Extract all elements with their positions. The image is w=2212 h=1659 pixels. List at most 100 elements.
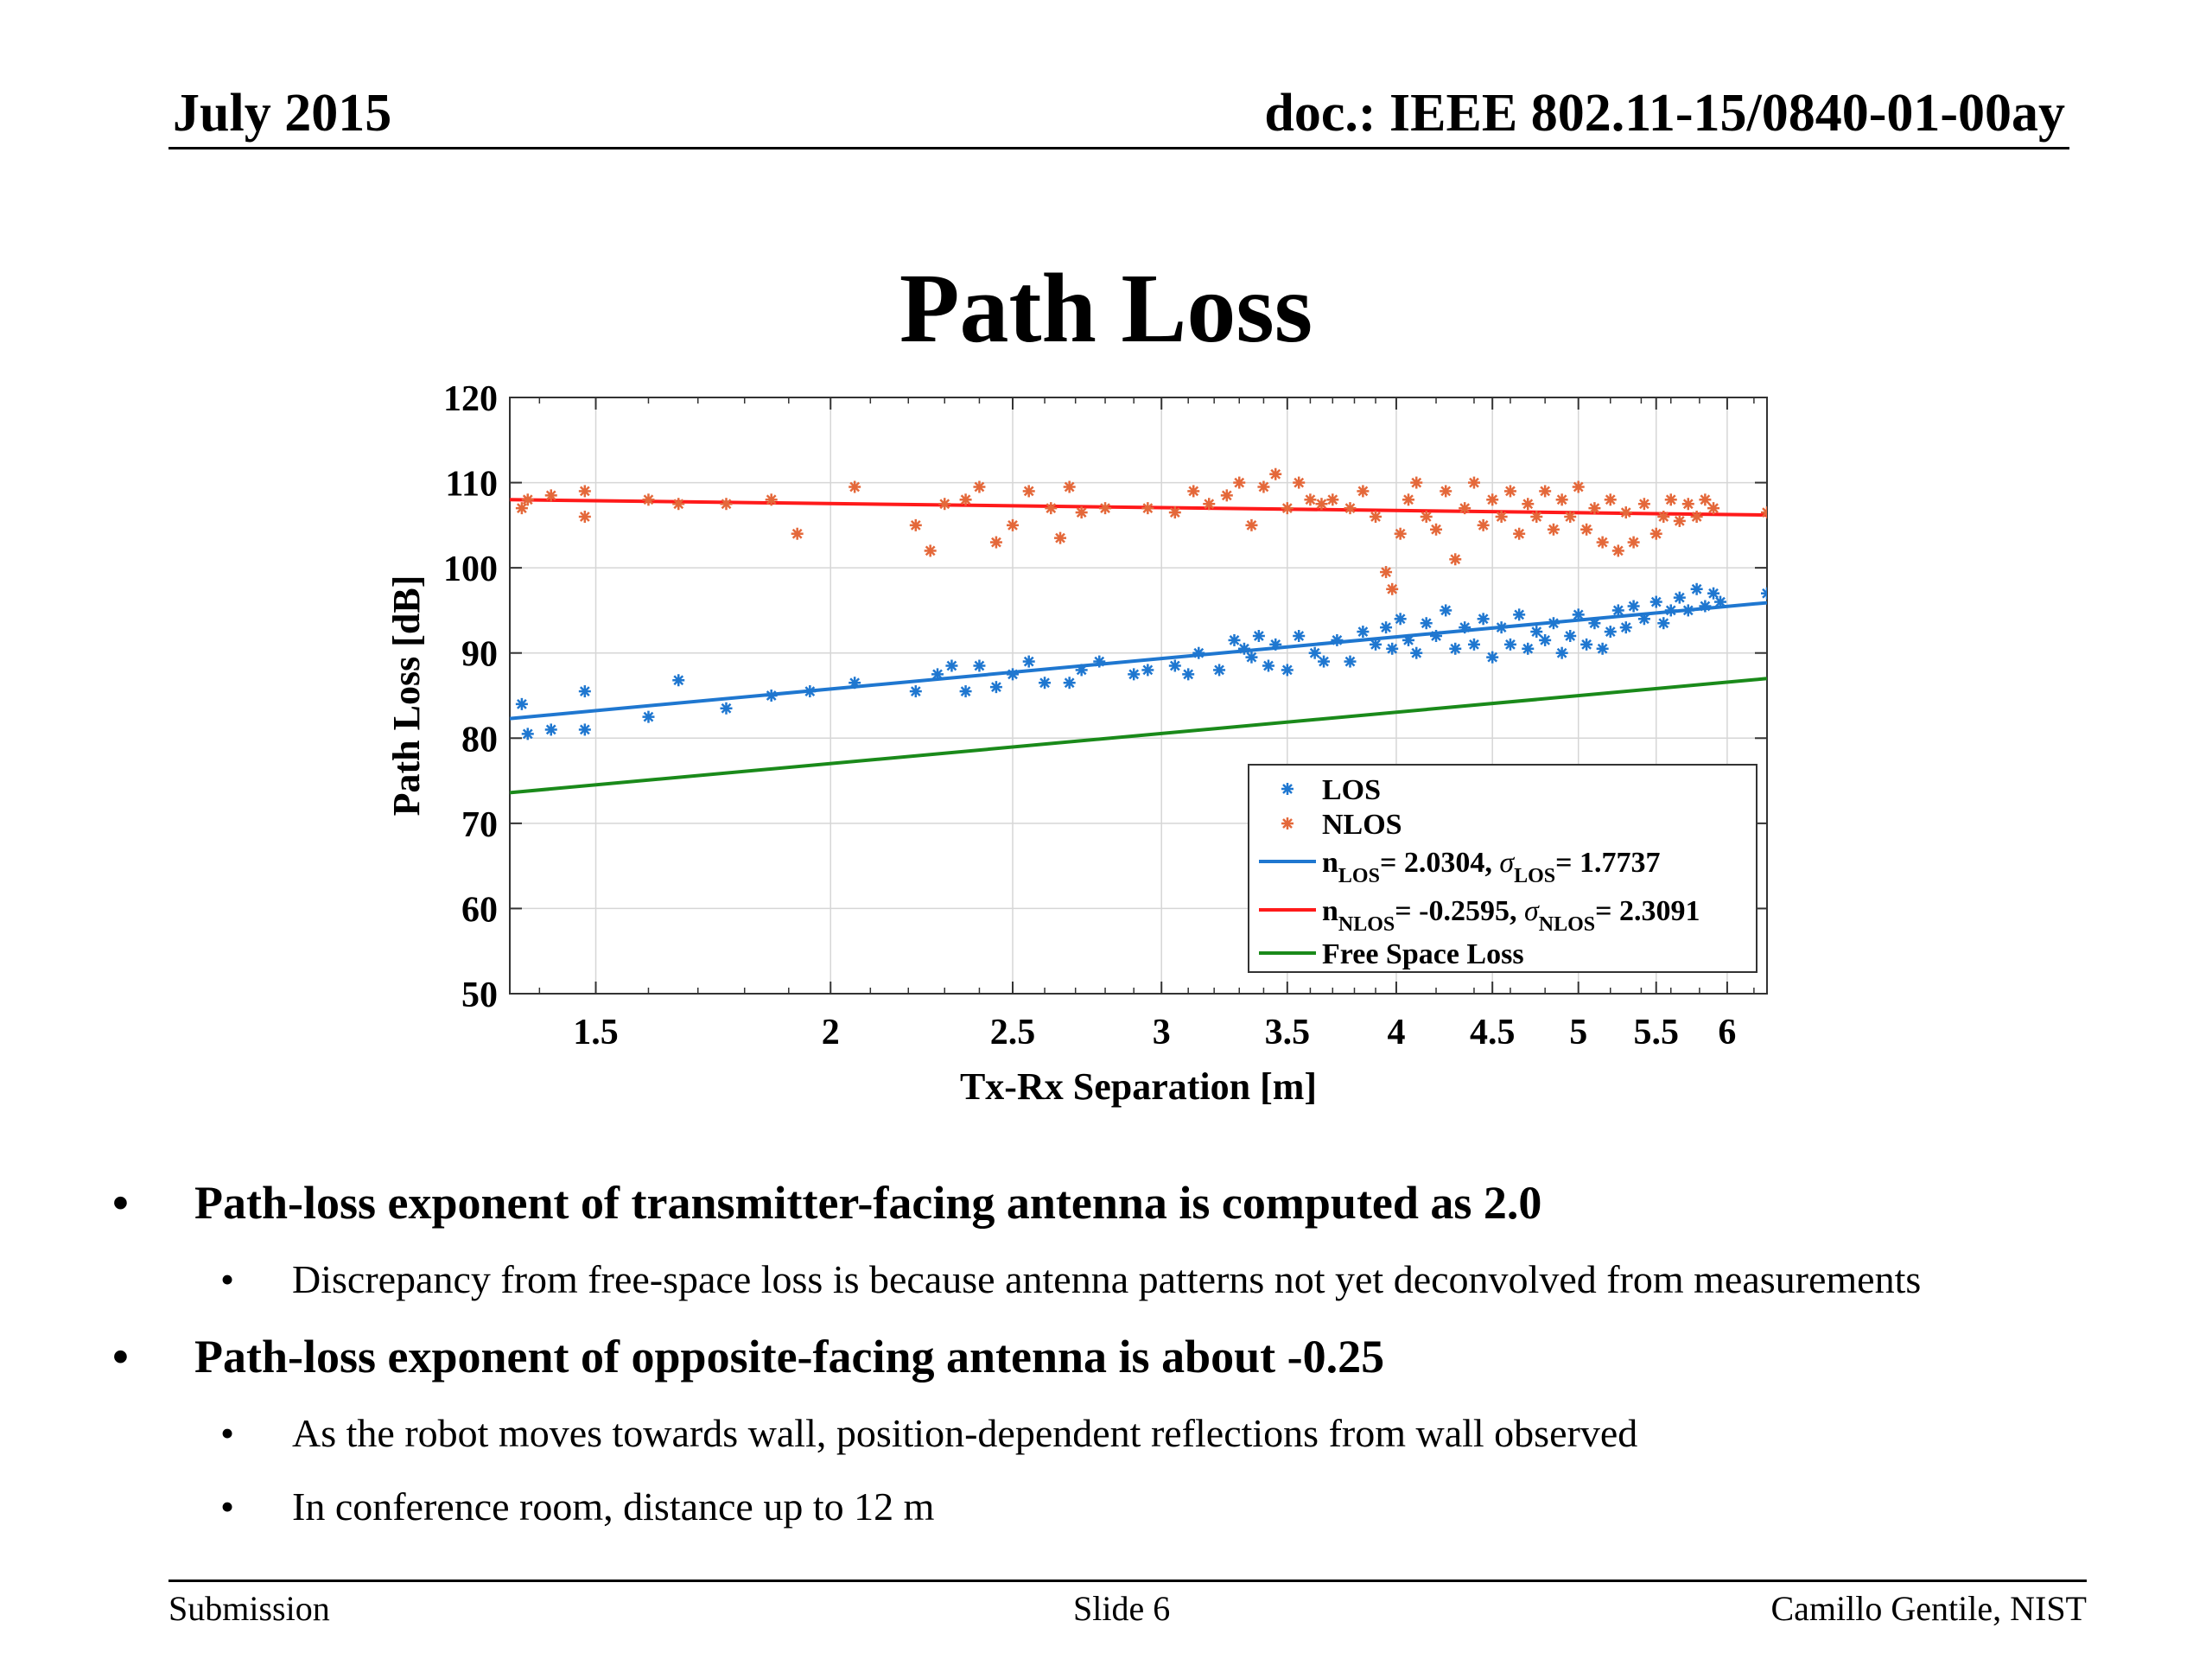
los-point <box>1539 633 1552 646</box>
sub-bullet-item: • In conference room, distance up to 12 m <box>104 1483 2143 1530</box>
nlos-point <box>1357 485 1370 498</box>
los-point <box>1513 608 1526 621</box>
header-doc-id: doc.: IEEE 802.11-15/0840-01-00ay <box>1264 84 2065 143</box>
los-point <box>1707 587 1720 600</box>
x-axis-label: Tx-Rx Separation [m] <box>960 1065 1317 1108</box>
nlos-point <box>1257 480 1270 493</box>
sub-bullet-item: • As the robot moves towards wall, positi… <box>104 1409 2143 1457</box>
los-point <box>1093 655 1106 668</box>
nlos-point <box>1580 523 1593 536</box>
los-point <box>1420 617 1433 630</box>
los-point <box>578 723 591 736</box>
bullet-item: • Path-loss exponent of transmitter-facin… <box>104 1175 2143 1231</box>
x-tick-label: 1.5 <box>573 1013 619 1052</box>
los-point <box>1213 664 1226 677</box>
bullet-text: Path-loss exponent of opposite-facing an… <box>194 1330 1385 1382</box>
los-point <box>1386 642 1399 655</box>
nlos-point <box>1402 493 1415 506</box>
los-point <box>1588 617 1601 630</box>
nlos-point <box>544 489 557 502</box>
nlos-point <box>1495 511 1508 523</box>
nlos-point <box>1657 511 1670 523</box>
nlos-point <box>1604 493 1617 506</box>
nlos-point <box>1430 523 1443 536</box>
nlos-point <box>1477 518 1490 531</box>
sub-bullet-item: • Discrepancy from free-space loss is bec… <box>104 1255 2143 1303</box>
los-point <box>959 685 972 698</box>
los-point <box>1627 600 1640 613</box>
nlos-point <box>1664 493 1677 506</box>
los-point <box>1495 621 1508 634</box>
los-point <box>1394 613 1407 626</box>
nlos-point <box>515 502 528 515</box>
x-tick-label: 3.5 <box>1265 1013 1311 1052</box>
legend-label: NLOS <box>1322 809 1402 841</box>
nlos-point <box>1054 531 1067 544</box>
los-point <box>1649 595 1662 608</box>
nlos-point <box>720 498 733 511</box>
los-point <box>515 697 528 710</box>
los-point <box>672 674 685 687</box>
los-point <box>1580 638 1593 651</box>
los-point <box>1604 626 1617 639</box>
los-point <box>1449 642 1462 655</box>
nlos-point <box>1075 506 1088 519</box>
y-tick-label: 70 <box>461 805 498 845</box>
los-point <box>1673 591 1686 604</box>
legend-box <box>1248 764 1758 973</box>
los-point <box>1477 613 1490 626</box>
nlos-point <box>1673 514 1686 527</box>
los-point <box>1331 633 1344 646</box>
x-tick-label: 6 <box>1718 1013 1736 1052</box>
nlos-point <box>1564 511 1577 523</box>
los-point <box>1269 638 1282 651</box>
los-point <box>973 659 986 672</box>
los-point <box>1459 621 1471 634</box>
sub-bullet-text: Discrepancy from free-space loss is beca… <box>292 1256 1922 1301</box>
nlos-point <box>924 544 937 557</box>
y-tick-label: 50 <box>461 976 498 1015</box>
nlos-point <box>938 498 951 511</box>
legend-label: nNLOS= -0.2595, σNLOS= 2.3091 <box>1322 895 1700 936</box>
nlos-point <box>1326 493 1339 506</box>
footer-rule <box>168 1580 2087 1582</box>
nlos-point <box>1649 527 1662 540</box>
los-point <box>521 728 534 741</box>
footer-submission: Submission <box>168 1589 330 1628</box>
nlos-point <box>1681 498 1694 511</box>
los-point <box>1245 651 1258 664</box>
los-point <box>1039 677 1052 690</box>
los-point <box>1063 677 1076 690</box>
x-tick-label: 2.5 <box>990 1013 1036 1052</box>
los-point <box>1410 646 1423 659</box>
slide-title: Path Loss <box>899 253 1313 363</box>
header-date: July 2015 <box>173 84 392 143</box>
los-point <box>1318 655 1331 668</box>
nlos-point <box>1410 476 1423 489</box>
series-line <box>510 498 1767 518</box>
nlos-point <box>989 536 1002 549</box>
nlos-point <box>1611 544 1624 557</box>
nlos-point <box>791 527 804 540</box>
nlos-point <box>1637 498 1650 511</box>
los-point <box>1699 600 1712 613</box>
los-point <box>1237 642 1250 655</box>
header-rule <box>168 147 2069 149</box>
nlos-point <box>1440 485 1452 498</box>
los-point <box>1402 633 1415 646</box>
los-point <box>931 668 944 681</box>
los-point <box>1168 659 1181 672</box>
y-axis-label: Path Loss [dB] <box>385 575 428 817</box>
bullet-dot: • <box>220 1484 235 1529</box>
los-point <box>1141 664 1154 677</box>
los-point <box>1128 668 1141 681</box>
nlos-point <box>1168 506 1181 519</box>
y-tick-label: 90 <box>461 635 498 675</box>
nlos-point <box>909 518 922 531</box>
los-point <box>1075 664 1088 677</box>
series-line <box>510 677 1767 795</box>
nlos-point <box>1555 493 1568 506</box>
nlos-point <box>1233 476 1246 489</box>
los-point <box>765 690 778 702</box>
